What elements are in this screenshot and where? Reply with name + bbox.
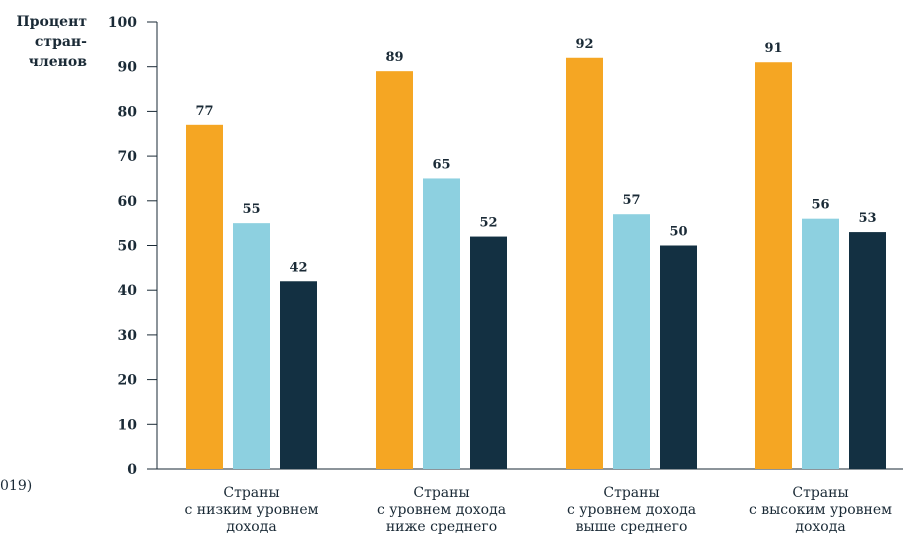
y-tick-label: 40 — [118, 283, 138, 299]
data-labels: 77 55 42 89 65 52 92 57 50 91 56 53 — [195, 37, 876, 276]
y-tick-label: 80 — [118, 104, 138, 120]
bar-value-label: 50 — [669, 225, 687, 240]
category-label-line: ниже среднего — [386, 519, 497, 535]
y-axis-ticks: 0 10 20 30 40 50 60 70 80 90 100 — [108, 15, 157, 478]
bars — [186, 57, 886, 470]
bar-value-label: 65 — [432, 157, 450, 172]
bar-value-label: 42 — [289, 260, 307, 275]
bar — [470, 236, 507, 469]
bar — [755, 62, 792, 469]
category-label-line: с низким уровнем — [184, 502, 318, 518]
category-label-line: дохода — [795, 519, 845, 535]
bar-value-label: 77 — [195, 104, 213, 119]
bar-value-label: 92 — [575, 37, 593, 52]
category-label-line: Страны — [603, 485, 659, 501]
bar — [849, 232, 886, 469]
y-tick-label: 100 — [108, 15, 137, 31]
y-axis-label: Процент стран-членов — [16, 14, 87, 70]
bar-value-label: 55 — [242, 202, 260, 217]
bar-value-label: 57 — [622, 193, 640, 208]
bar — [376, 71, 413, 470]
bar-value-label: 56 — [811, 198, 829, 213]
bar — [566, 57, 603, 469]
y-axis-label-line: Процент — [16, 14, 87, 30]
bar — [613, 214, 650, 469]
bar-value-label: 89 — [385, 50, 403, 65]
y-tick-label: 70 — [118, 149, 138, 165]
y-tick-label: 90 — [118, 60, 138, 76]
bar — [280, 281, 317, 469]
bar — [423, 178, 460, 469]
bar — [186, 124, 223, 469]
category-label-line: Страны — [413, 485, 469, 501]
category-label-line: с высоким уровнем — [749, 502, 892, 518]
bar-value-label: 53 — [858, 211, 876, 226]
y-axis-label-line: стран- — [35, 34, 87, 50]
bar-value-label: 52 — [479, 216, 497, 231]
bar — [660, 245, 697, 469]
category-label-line: Страны — [223, 485, 279, 501]
category-label-line: с уровнем дохода — [377, 502, 506, 518]
bar-value-label: 91 — [764, 41, 782, 56]
y-tick-label: 60 — [118, 194, 138, 210]
y-tick-label: 20 — [118, 373, 138, 389]
y-tick-label: 50 — [118, 239, 138, 255]
side-note: 019) — [0, 478, 33, 494]
category-label-line: Страны — [792, 485, 848, 501]
bar — [233, 223, 270, 469]
y-tick-label: 30 — [118, 328, 138, 344]
category-label-line: с уровнем дохода — [567, 502, 696, 518]
category-label-line: дохода — [226, 519, 276, 535]
category-label-line: выше среднего — [576, 519, 688, 535]
y-tick-label: 10 — [118, 417, 138, 433]
bar — [802, 218, 839, 469]
y-tick-label: 0 — [127, 462, 137, 478]
y-axis-label-line: членов — [29, 54, 88, 70]
